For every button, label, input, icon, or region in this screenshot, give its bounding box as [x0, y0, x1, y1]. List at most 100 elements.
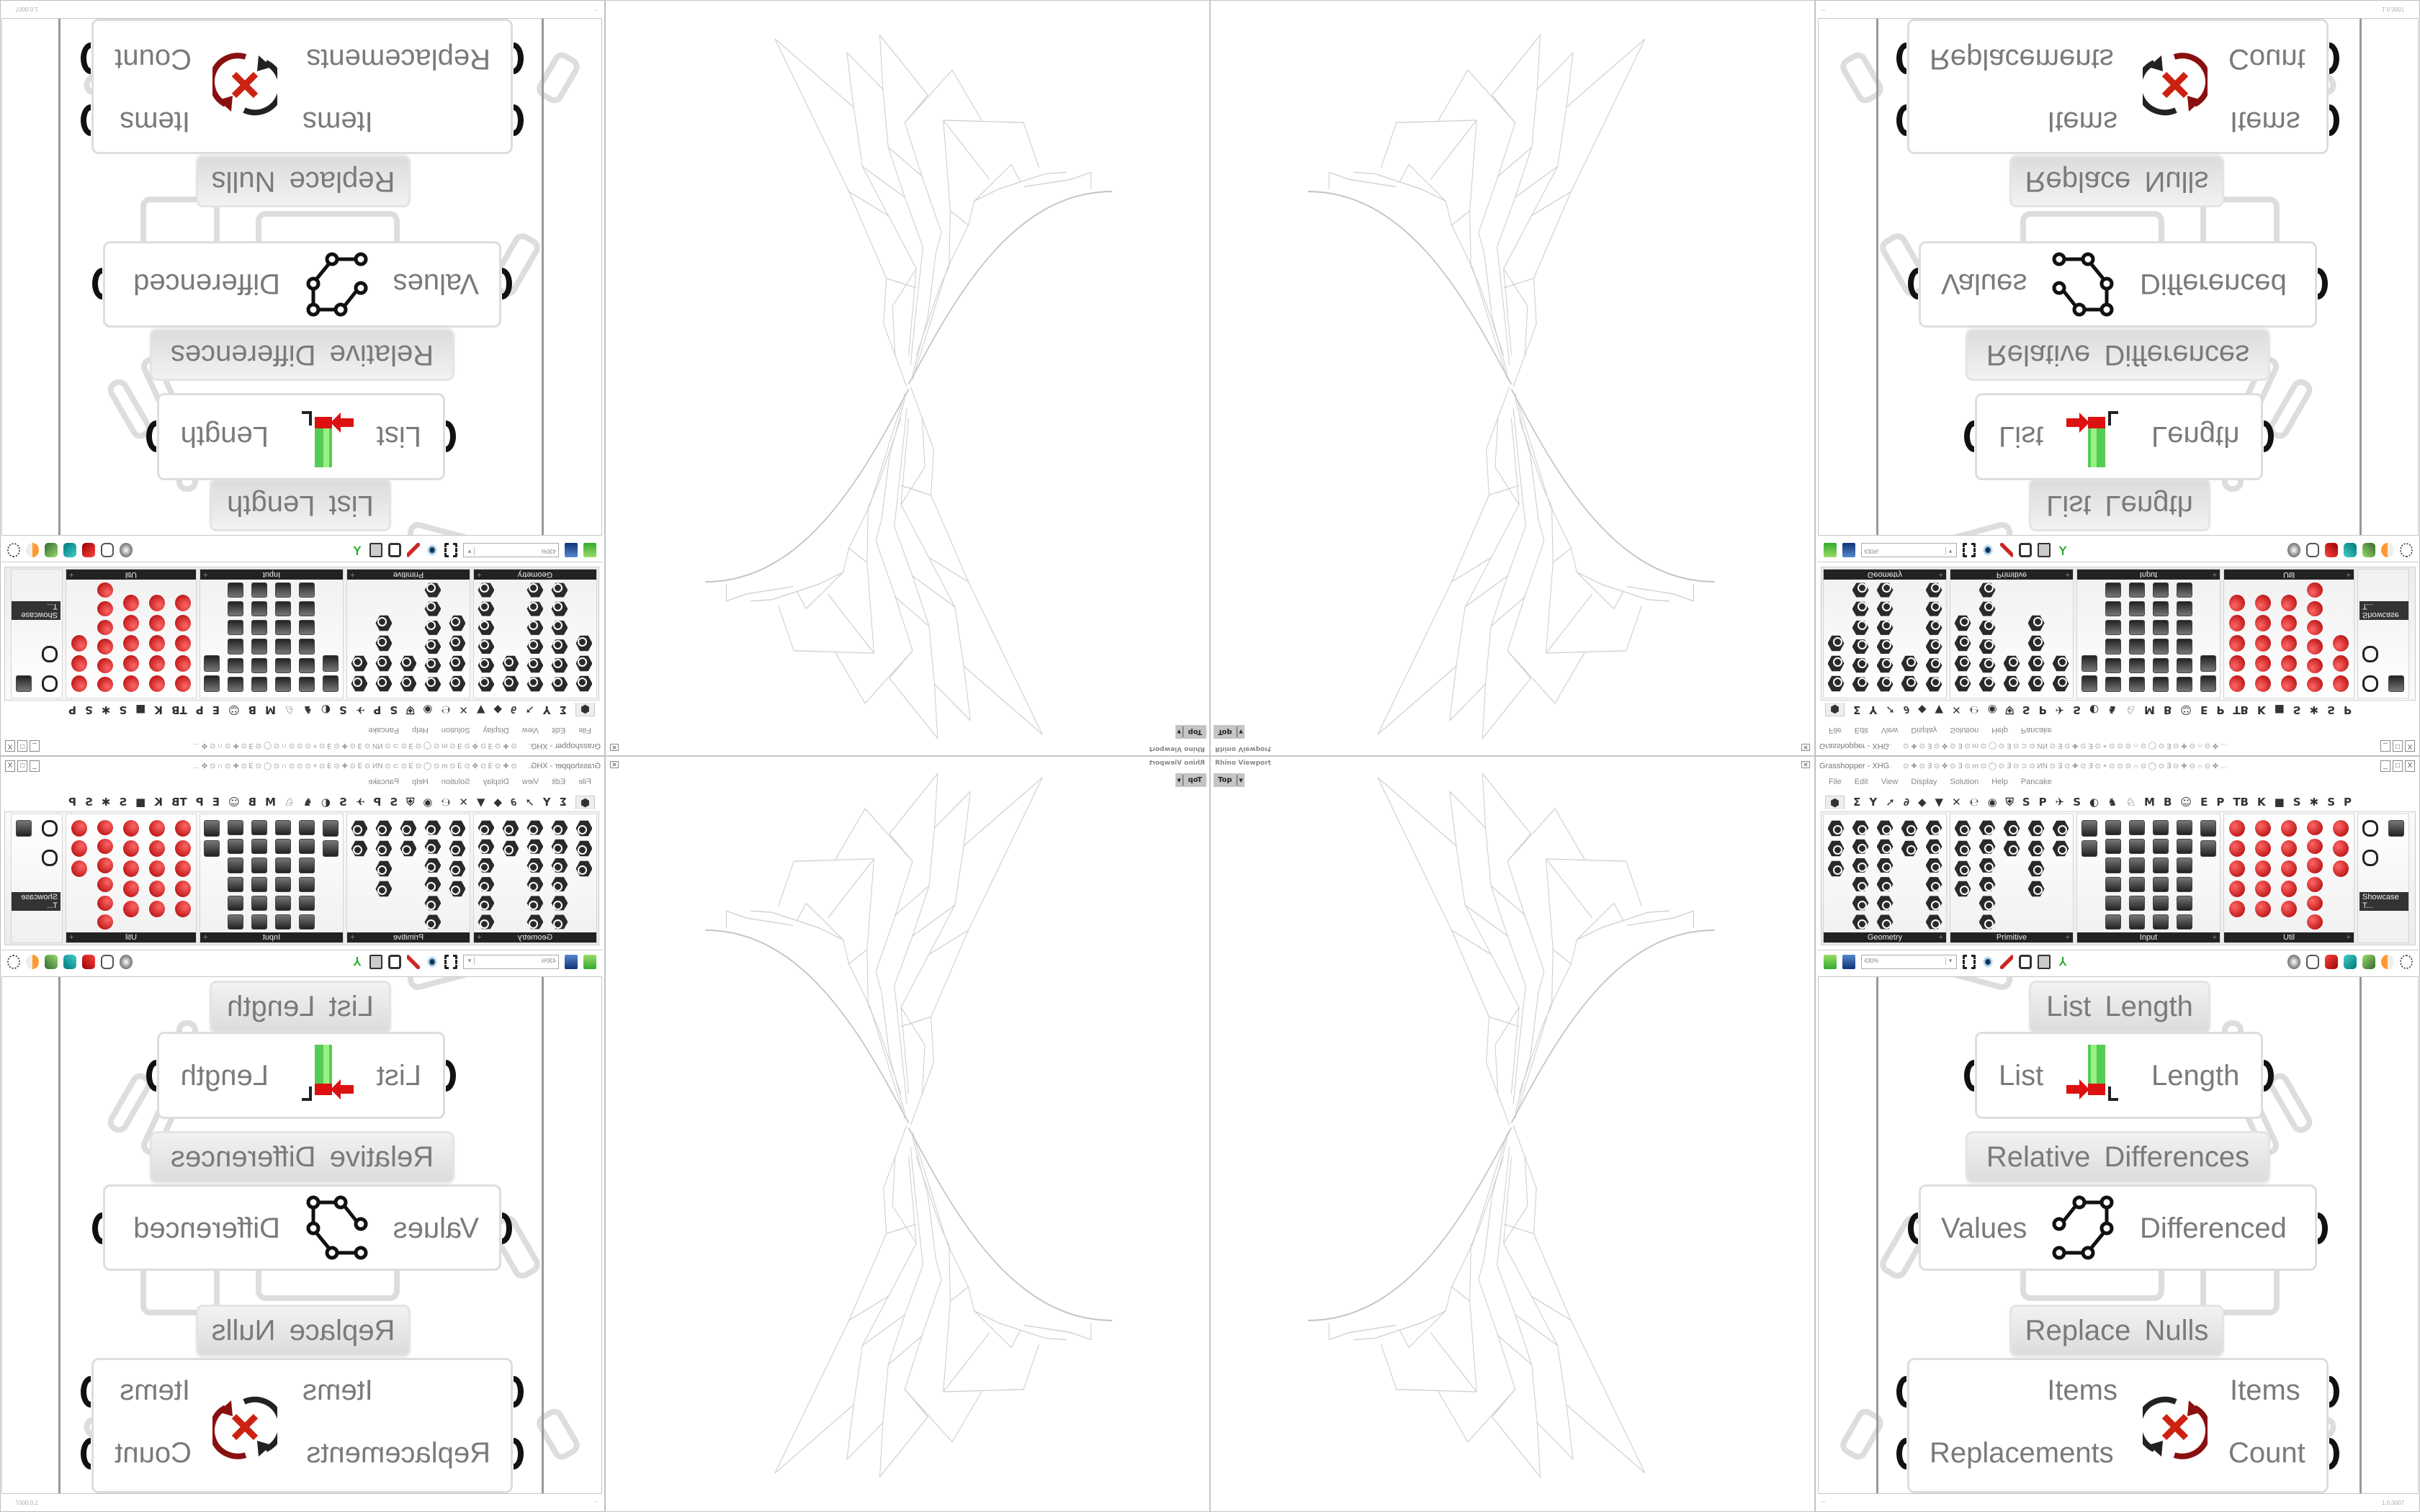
component-icon[interactable]: [2255, 595, 2271, 611]
component-icon[interactable]: [2333, 655, 2349, 672]
panel-label[interactable]: Primitive: [347, 932, 470, 942]
bake-icon[interactable]: [388, 954, 401, 969]
component-icon[interactable]: [376, 820, 393, 837]
component-icon[interactable]: [2307, 582, 2323, 598]
input-grip[interactable]: [492, 1212, 512, 1244]
component-icon[interactable]: [400, 655, 417, 672]
component-icon[interactable]: [478, 620, 495, 635]
viewport-view-button[interactable]: Top ▼: [1175, 773, 1206, 787]
tab-icon[interactable]: S: [2327, 703, 2335, 716]
relative-differences-label[interactable]: Relative Differences: [150, 1131, 454, 1183]
component-icon[interactable]: [228, 820, 244, 836]
component-icon[interactable]: [2152, 839, 2169, 855]
component-icon[interactable]: [97, 639, 113, 654]
list-length-component[interactable]: List Length: [1975, 393, 2263, 480]
menu-display[interactable]: Display: [483, 778, 509, 786]
component-icon[interactable]: [2333, 820, 2349, 837]
zoom-dropdown[interactable]: 430%: [1861, 954, 1957, 969]
component-icon[interactable]: [97, 839, 113, 855]
component-icon[interactable]: [449, 635, 466, 652]
preview-selected-icon[interactable]: [82, 954, 95, 969]
component-icon[interactable]: [1901, 840, 1918, 857]
tab-icon[interactable]: ☺: [2180, 703, 2192, 716]
tab-icon[interactable]: K: [2257, 703, 2266, 716]
showcase-icon[interactable]: [42, 675, 58, 692]
component-icon[interactable]: [175, 881, 191, 897]
component-icon[interactable]: [1876, 896, 1894, 911]
tab-icon[interactable]: ∂: [511, 703, 517, 716]
component-icon[interactable]: [1979, 601, 1996, 616]
component-icon[interactable]: [228, 657, 244, 673]
component-icon[interactable]: [2307, 676, 2323, 692]
component-icon[interactable]: [478, 658, 495, 673]
component-icon[interactable]: [71, 840, 87, 857]
tab-icon[interactable]: M: [2144, 703, 2155, 716]
component-icon[interactable]: [97, 858, 113, 873]
component-icon[interactable]: [2255, 901, 2271, 917]
output-grip[interactable]: [92, 268, 112, 300]
tab-icon[interactable]: ♞: [302, 703, 313, 716]
component-icon[interactable]: [323, 655, 339, 672]
component-icon[interactable]: [97, 676, 113, 692]
showcase-label[interactable]: Showcase T...: [2360, 892, 2408, 911]
preview-selected-icon[interactable]: [2325, 954, 2338, 969]
panel-label[interactable]: Primitive: [1950, 932, 2073, 942]
tab-icon[interactable]: S: [119, 703, 127, 716]
component-icon[interactable]: [2176, 876, 2192, 892]
component-icon[interactable]: [2052, 840, 2069, 857]
panel-label[interactable]: Util: [2224, 570, 2354, 580]
output-grip[interactable]: [2308, 268, 2328, 300]
component-icon[interactable]: [228, 839, 244, 855]
tab-icon[interactable]: ◐: [2089, 796, 2099, 809]
tab-icon[interactable]: ■: [135, 703, 146, 716]
component-icon[interactable]: [251, 657, 268, 673]
panel-label[interactable]: Input: [200, 932, 343, 942]
tab-icon[interactable]: ◉: [423, 796, 433, 809]
component-icon[interactable]: [1955, 615, 1971, 631]
tab-icon[interactable]: B: [248, 703, 257, 716]
tab-icon[interactable]: M: [2144, 796, 2155, 809]
replace-nulls-label[interactable]: Replace Nulls: [196, 1305, 411, 1356]
tab-icon[interactable]: ♞: [2107, 703, 2118, 716]
menu-view[interactable]: View: [1881, 778, 1899, 786]
tab-icon[interactable]: ⛨: [406, 796, 415, 809]
panel-label[interactable]: Geometry: [1824, 932, 1946, 942]
component-icon[interactable]: [2307, 601, 2323, 617]
component-icon[interactable]: [1925, 820, 1942, 835]
list-length-component[interactable]: List Length: [157, 1032, 445, 1119]
component-icon[interactable]: [1955, 655, 1971, 672]
showcase-icon[interactable]: [2362, 850, 2378, 866]
component-icon[interactable]: [2307, 639, 2323, 654]
component-icon[interactable]: [275, 639, 292, 654]
component-icon[interactable]: [1852, 914, 1869, 930]
replace-nulls-label[interactable]: Replace Nulls: [2009, 156, 2224, 207]
component-icon[interactable]: [425, 914, 442, 930]
component-icon[interactable]: [2128, 676, 2145, 692]
component-icon[interactable]: [2028, 615, 2045, 631]
component-icon[interactable]: [527, 877, 544, 892]
display-surface-icon[interactable]: [2362, 954, 2375, 969]
preview-selected-icon[interactable]: [82, 543, 95, 558]
tab-icon[interactable]: P: [195, 703, 204, 716]
output-grip[interactable]: [146, 1060, 166, 1092]
component-icon[interactable]: [552, 601, 568, 616]
tab-icon[interactable]: ☺: [228, 796, 240, 809]
tab-icon[interactable]: ℮: [1969, 796, 1979, 809]
replace-nulls-component[interactable]: Items Replacements Items Count: [1907, 19, 2329, 154]
tab-icon[interactable]: B: [248, 796, 257, 809]
component-icon[interactable]: [251, 676, 268, 692]
tab-icon[interactable]: ▼: [476, 796, 485, 809]
tab-icon[interactable]: S: [85, 796, 93, 809]
tab-icon[interactable]: ♘: [284, 703, 295, 716]
component-icon[interactable]: [1877, 582, 1894, 598]
maximize-button[interactable]: □: [2393, 760, 2403, 772]
tab-icon[interactable]: ♘: [2125, 796, 2136, 809]
save-icon[interactable]: [1842, 543, 1855, 558]
component-icon[interactable]: [503, 820, 519, 837]
showcase-icon[interactable]: [42, 820, 58, 837]
component-icon[interactable]: [275, 876, 292, 892]
component-icon[interactable]: [503, 655, 519, 672]
tab-icon[interactable]: P: [373, 796, 382, 809]
component-icon[interactable]: [2281, 615, 2297, 631]
component-icon[interactable]: [376, 840, 393, 857]
